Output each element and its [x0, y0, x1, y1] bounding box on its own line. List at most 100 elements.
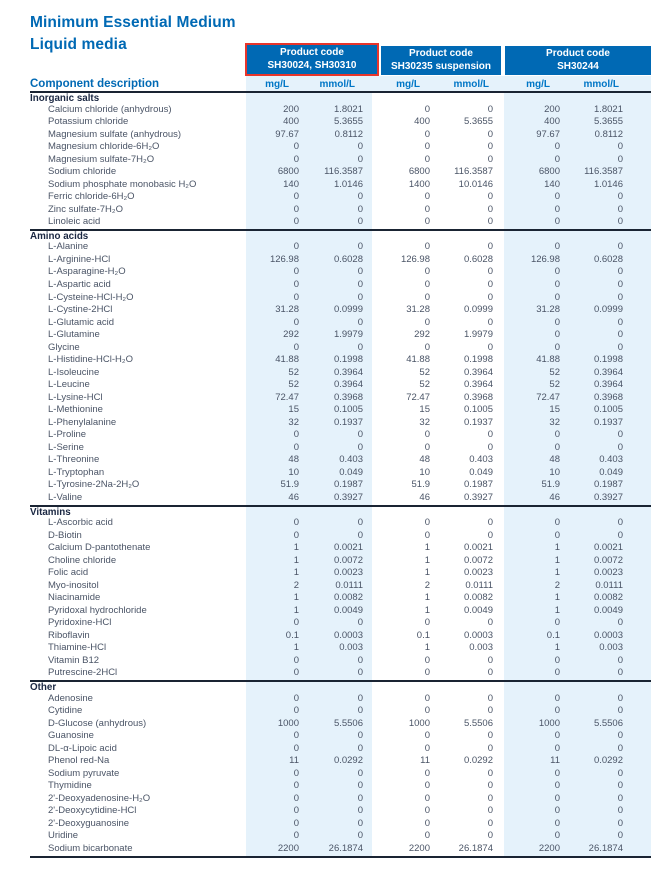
section-title: Other	[30, 681, 57, 693]
component-name: Myo-inositol	[48, 579, 99, 591]
component-name: L-Methionine	[48, 404, 103, 416]
component-name: Sodium bicarbonate	[48, 842, 133, 854]
value-cell: 0.0049	[593, 604, 623, 616]
unit-header-mg-1: mg/L	[265, 79, 289, 90]
value-cell: 0	[293, 617, 299, 629]
component-name: L-Alanine	[48, 241, 89, 253]
component-name: L-Valine	[48, 492, 83, 503]
value-cell: 0.0003	[463, 629, 493, 641]
value-cell: 0.0023	[463, 567, 493, 579]
page-title: Minimum Essential Medium Liquid media	[30, 12, 236, 56]
component-name: Calcium chloride (anhydrous)	[48, 103, 172, 115]
value-cell: 0.1	[285, 629, 299, 641]
value-cell: 0.1	[546, 629, 560, 641]
value-cell: 52	[549, 366, 560, 378]
value-cell: 0	[424, 529, 430, 541]
value-cell: 0.3927	[593, 492, 623, 503]
value-cell: 0.0049	[463, 604, 493, 616]
value-cell: 0	[554, 730, 560, 742]
value-cell: 0	[357, 153, 363, 165]
value-cell: 0	[554, 241, 560, 253]
value-cell: 0.1987	[463, 479, 493, 491]
value-cell: 0	[617, 705, 623, 717]
value-cell: 0	[554, 780, 560, 792]
table-row: L-Glutamine 292 1.9979 292 1.9979 0 0	[30, 329, 651, 342]
value-cell: 0.403	[469, 454, 493, 466]
value-cell: 0	[293, 278, 299, 290]
value-cell: 0	[293, 266, 299, 278]
table-row: L-Aspartic acid 0 0 0 0 0 0	[30, 279, 651, 292]
value-cell: 15	[419, 404, 430, 416]
table-row: Sodium chloride 6800 116.3587 6800 116.3587 6…	[30, 166, 651, 179]
table-row: Phenol red-Na 11 0.0292 11 0.0292 11 0.0292	[30, 755, 651, 768]
table-row: Niacinamide 1 0.0082 1 0.0082 1 0.0082	[30, 592, 651, 605]
value-cell: 0	[293, 241, 299, 253]
value-cell: 0	[357, 742, 363, 754]
value-cell: 0	[487, 617, 493, 629]
value-cell: 0	[617, 278, 623, 290]
value-cell: 0	[617, 291, 623, 303]
value-cell: 140	[544, 178, 560, 190]
value-cell: 2200	[538, 842, 560, 854]
component-name: Riboflavin	[48, 629, 90, 641]
value-cell: 0	[424, 266, 430, 278]
value-cell: 32	[549, 416, 560, 428]
value-cell: 0	[357, 203, 363, 215]
product-code-label: Product code	[409, 48, 473, 59]
unit-row-background	[246, 76, 651, 91]
value-cell: 0	[293, 316, 299, 328]
value-cell: 0	[424, 792, 430, 804]
value-cell: 11	[550, 755, 560, 767]
value-cell: 0.403	[339, 454, 363, 466]
value-cell: 1	[293, 604, 299, 616]
value-cell: 0	[424, 830, 430, 842]
value-cell: 1	[293, 542, 299, 554]
value-cell: 0	[293, 291, 299, 303]
table-row: L-Proline 0 0 0 0 0 0	[30, 429, 651, 442]
value-cell: 0	[617, 191, 623, 203]
value-cell: 2	[424, 579, 430, 591]
value-cell: 31.28	[275, 304, 299, 316]
table-row: Folic acid 1 0.0023 1 0.0023 1 0.0023	[30, 567, 651, 580]
table-row: L-Valine 46 0.3927 46 0.3927 46 0.3927	[30, 492, 651, 505]
product-code-value: SH30244	[557, 60, 599, 72]
value-cell: 0	[424, 441, 430, 453]
value-cell: 52	[288, 366, 299, 378]
value-cell: 0	[617, 830, 623, 842]
value-cell: 0.0003	[333, 629, 363, 641]
component-name: L-Lysine-HCl	[48, 391, 103, 403]
value-cell: 0.0023	[593, 567, 623, 579]
value-cell: 0	[357, 241, 363, 253]
value-cell: 400	[283, 116, 299, 128]
value-cell: 0	[554, 329, 560, 341]
value-cell: 0	[357, 730, 363, 742]
value-cell: 1	[424, 592, 430, 604]
value-cell: 0	[357, 191, 363, 203]
table-row: Magnesium sulfate-7H₂O 0 0 0 0 0 0	[30, 154, 651, 167]
value-cell: 0.1005	[333, 404, 363, 416]
value-cell: 0	[617, 153, 623, 165]
value-cell: 0.0023	[333, 567, 363, 579]
component-name: D-Glucose (anhydrous)	[48, 717, 147, 729]
value-cell: 26.1874	[328, 842, 363, 854]
table-row: L-Serine 0 0 0 0 0 0	[30, 442, 651, 455]
component-name: Vitamin B12	[48, 654, 100, 666]
value-cell: 1.9979	[463, 329, 493, 341]
value-cell: 52	[419, 379, 430, 391]
value-cell: 0	[293, 830, 299, 842]
table-row: L-Leucine 52 0.3964 52 0.3964 52 0.3964	[30, 379, 651, 392]
value-cell: 0	[293, 767, 299, 779]
value-cell: 0	[357, 216, 363, 228]
component-name: Linoleic acid	[48, 216, 101, 228]
value-cell: 0	[293, 792, 299, 804]
value-cell: 0.0049	[333, 604, 363, 616]
table-row: L-Phenylalanine 32 0.1937 32 0.1937 32 0.1937	[30, 417, 651, 430]
value-cell: 1.8021	[333, 103, 363, 115]
table-row: Magnesium chloride-6H₂O 0 0 0 0 0 0	[30, 141, 651, 154]
value-cell: 0	[424, 103, 430, 115]
component-name: L-Asparagine-H₂O	[48, 266, 126, 278]
value-cell: 292	[283, 329, 299, 341]
value-cell: 1	[424, 604, 430, 616]
value-cell: 0	[487, 266, 493, 278]
component-name: L-Ascorbic acid	[48, 517, 113, 529]
